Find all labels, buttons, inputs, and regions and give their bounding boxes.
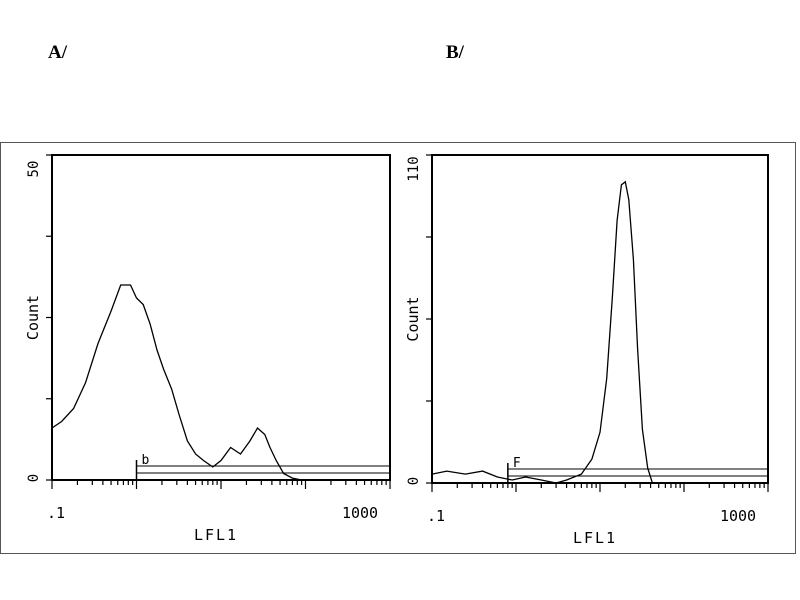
gate-marker-label: F xyxy=(513,456,521,471)
panel-letter-a: A/ xyxy=(48,42,67,63)
gate-marker-bar xyxy=(507,468,769,477)
x-axis-label: LFL1 xyxy=(194,526,238,544)
y-tick-label: 110 xyxy=(406,156,422,181)
y-axis-label: Count xyxy=(404,296,422,341)
y-tick-label: 0 xyxy=(406,477,422,485)
y-tick-label: 50 xyxy=(26,161,42,178)
gate-marker-bar xyxy=(136,465,391,474)
x-tick-label: .1 xyxy=(47,504,65,522)
gate-marker-label: b xyxy=(142,453,150,468)
histogram-trace xyxy=(51,284,390,481)
y-tick-label: 0 xyxy=(26,474,42,482)
chart-panel-a: b 0 50 Count .1 1000 LFL1 xyxy=(24,154,391,544)
x-tick-label: .1 xyxy=(427,507,445,525)
y-axis-label: Count xyxy=(24,295,42,340)
panel-letter-b: B/ xyxy=(446,42,464,63)
chart-panel-b: F 0 110 Count .1 1000 LFL1 xyxy=(404,154,769,547)
x-tick-label: 1000 xyxy=(342,504,378,522)
x-axis-label: LFL1 xyxy=(573,529,617,547)
histogram-trace xyxy=(431,180,768,484)
figure-frame xyxy=(0,142,796,554)
x-tick-label: 1000 xyxy=(720,507,756,525)
plot-frame xyxy=(51,154,391,481)
